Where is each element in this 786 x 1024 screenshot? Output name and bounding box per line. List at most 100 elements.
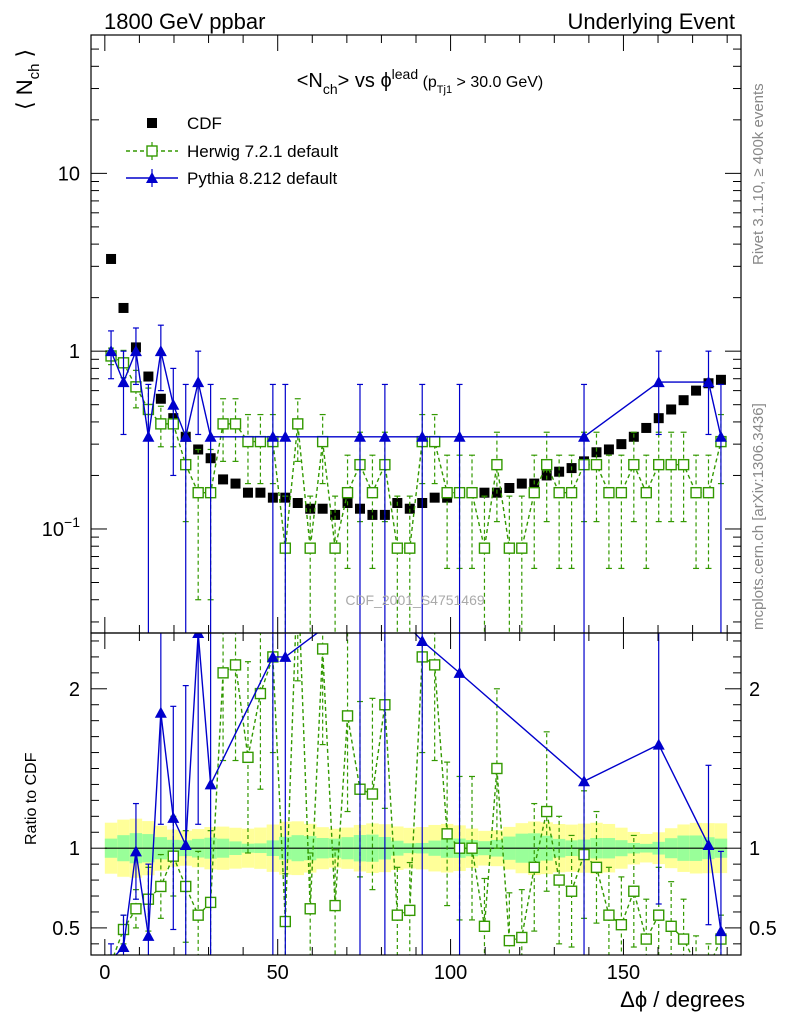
herwig-point (192, 486, 204, 499)
header-left: 1800 GeV ppbar (104, 9, 265, 34)
xtick-label: 100 (434, 962, 467, 984)
header-right: Underlying Event (567, 9, 735, 34)
cdf-point (155, 393, 166, 404)
ratio-pythia-point (266, 650, 279, 662)
herwig-point (528, 486, 540, 499)
cdf-point (143, 371, 154, 382)
ratio-pythia-point (416, 634, 429, 646)
cdf-point (330, 509, 341, 520)
pythia-line (110, 348, 722, 440)
ratio-herwig-point (553, 874, 565, 886)
herwig-point (653, 458, 665, 471)
pythia-point (192, 376, 205, 388)
ratio-herwig-point (293, 564, 303, 574)
pythia-point (702, 376, 715, 388)
ratio-pythia-point (279, 650, 292, 662)
ratio-herwig-point (130, 903, 142, 915)
cdf-point (230, 478, 241, 489)
ratio-herwig-point (565, 885, 578, 897)
cdf-point (479, 487, 490, 498)
cdf-point (616, 439, 627, 450)
ratio-ytick-label-right: 0.5 (749, 918, 777, 940)
xtick-label: 0 (99, 962, 110, 984)
herwig-point (615, 486, 628, 499)
ratio-herwig-point (155, 880, 167, 893)
cdf-point (292, 497, 303, 508)
xtick-label: 150 (607, 962, 640, 984)
ratio-pythia-point (154, 706, 167, 718)
ratio-herwig-point (691, 960, 701, 970)
ratio-ytick-label: 0.5 (52, 918, 80, 940)
herwig-point (665, 458, 677, 471)
main-panel: 10−1 1 10 ⟨ Nch ⟩ <Nch> vs ϕlead (pTj1 > 3… (12, 34, 742, 634)
pythia-point (453, 430, 466, 442)
ratio-herwig-point (503, 934, 516, 947)
ratio-pythia-point (129, 845, 142, 857)
cdf-point (591, 447, 602, 458)
pythia-point (129, 345, 142, 357)
cdf-point (106, 253, 117, 264)
ratio-pythia-point (204, 778, 217, 790)
series-pythia (105, 324, 727, 633)
ratio-ylabel: Ratio to CDF (23, 752, 40, 845)
ratio-herwig-point (391, 909, 404, 921)
ratio-pythia-point (192, 633, 205, 638)
ratio-pythia-point (453, 666, 466, 678)
herwig-point (491, 458, 503, 471)
herwig-point (428, 435, 441, 448)
main-ytick-label: 1 (69, 341, 80, 363)
cdf-point (641, 422, 652, 433)
ratio-herwig-point (466, 842, 478, 854)
herwig-point (229, 418, 242, 430)
cdf-point (691, 385, 702, 396)
cdf-point (678, 395, 689, 406)
pythia-point (378, 430, 391, 442)
cdf-point (429, 492, 440, 503)
herwig-point (503, 542, 516, 554)
herwig-point (466, 486, 478, 499)
ratio-pythia-point (179, 839, 192, 851)
series-herwig (105, 347, 727, 633)
herwig-point (590, 458, 603, 471)
cdf-point (554, 466, 565, 477)
cdf-point (305, 503, 316, 514)
cdf-point (367, 509, 378, 520)
ratio-herwig-point (341, 710, 354, 722)
xtick-label: 50 (267, 962, 289, 984)
ratio-herwig-point (304, 903, 316, 915)
ratio-series-pythia (108, 633, 727, 955)
ratio-pythia-line (114, 633, 722, 955)
main-title: <Nch> vs ϕlead (pTj1 > 30.0 GeV) (297, 66, 544, 97)
ratio-ytick-label-right: 1 (749, 838, 760, 860)
cdf-point (218, 474, 229, 485)
ratio-herwig-point (516, 931, 528, 944)
legend-marker-herwig (146, 145, 158, 157)
ratio-pythia-point (578, 775, 591, 787)
pythia-point (204, 430, 217, 442)
ratio-herwig-point (640, 933, 652, 945)
pythia-point (416, 430, 429, 442)
pythia-point (167, 398, 180, 410)
mcplots-label: mcplots.cern.ch [arXiv:1306.3436] (750, 403, 767, 630)
ratio-herwig-point (491, 762, 503, 775)
cdf-point (504, 483, 515, 494)
herwig-point (254, 435, 267, 448)
watermark: CDF_2001_S4751469 (345, 592, 485, 608)
ratio-herwig-point (441, 828, 453, 840)
cdf-point (541, 470, 552, 481)
pythia-point (154, 345, 167, 357)
herwig-point (628, 458, 640, 471)
herwig-point (329, 542, 341, 554)
ratio-pythia-point (117, 941, 130, 953)
cdf-point (317, 503, 328, 514)
herwig-point (441, 486, 453, 499)
legend-label-herwig: Herwig 7.2.1 default (187, 142, 338, 161)
ratio-herwig-point (404, 904, 416, 917)
legend-marker-pythia (146, 172, 158, 183)
ratio-herwig-point (528, 861, 540, 874)
ratio-herwig-point (192, 909, 204, 921)
cdf-point (666, 404, 677, 415)
ratio-herwig-point (217, 667, 229, 679)
ratio-herwig-point (229, 659, 242, 671)
cdf-point (404, 503, 415, 514)
